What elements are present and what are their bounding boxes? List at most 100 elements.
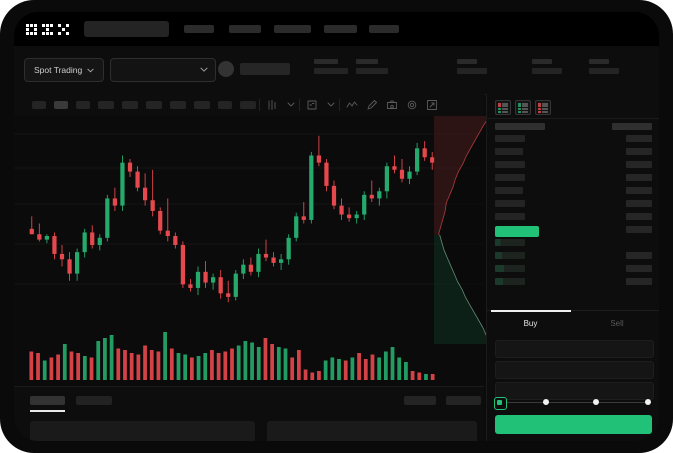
pair-avatar (218, 61, 234, 77)
chart-type-chevron-icon[interactable] (286, 99, 298, 111)
orderbook-bid-row[interactable] (495, 252, 525, 259)
ob-icon-bar (537, 105, 541, 108)
tab-buy[interactable]: Buy (487, 310, 574, 335)
orderbook-ask-row[interactable] (495, 148, 523, 155)
orderbook-size-cell (626, 135, 652, 142)
tab-open-orders[interactable] (30, 396, 65, 405)
logo-cell (26, 24, 30, 28)
logo-cell (46, 28, 50, 32)
timeframe-button-8[interactable] (194, 101, 210, 109)
orderbook-ask-row[interactable] (495, 161, 525, 168)
stat-24h-volume (589, 59, 619, 74)
ob-icon-line (542, 110, 548, 113)
orderbook-bid-row[interactable] (495, 265, 525, 272)
orderbook-ask-row[interactable] (495, 200, 525, 207)
timeframe-button-7[interactable] (170, 101, 186, 109)
tab-order-history[interactable] (76, 396, 112, 405)
tab-sell[interactable]: Sell (574, 311, 659, 335)
percent-slider-handle[interactable] (494, 396, 507, 410)
sell-label: Sell (610, 318, 624, 328)
timeframe-button-2[interactable] (54, 101, 68, 109)
fullscreen-expand-icon[interactable] (426, 99, 438, 111)
orderbook-ask-row[interactable] (495, 135, 525, 142)
order-amount-field[interactable] (495, 361, 654, 379)
order-price-field[interactable] (495, 340, 654, 358)
logo-cell (66, 24, 70, 28)
orderbook-size-cell (626, 187, 652, 194)
order-total-field[interactable] (495, 382, 654, 400)
place-order-button[interactable] (495, 415, 652, 434)
price-chart[interactable] (14, 116, 484, 386)
trading-pair-select[interactable] (110, 58, 216, 82)
spot-trading-selector[interactable]: Spot Trading (24, 58, 105, 82)
percent-node-66[interactable] (593, 399, 600, 405)
logo-cell (58, 32, 62, 36)
orderbook-view-both-icon[interactable] (495, 100, 511, 115)
orderbook-view-bids-icon[interactable] (515, 100, 531, 115)
nav-item-5[interactable] (369, 25, 399, 33)
orderbook-size-cell (626, 213, 652, 220)
order-book-depth-chart (434, 116, 490, 344)
orderbook-bid-row[interactable] (495, 239, 525, 246)
timeframe-button-4[interactable] (98, 101, 114, 109)
bottom-action-1[interactable] (404, 396, 436, 405)
orderbook-ask-row[interactable] (495, 213, 525, 220)
ob-icon-bar (517, 110, 521, 113)
order-book-panel: Buy Sell (486, 94, 659, 441)
snapshot-camera-icon[interactable] (386, 99, 398, 111)
chart-settings-gear-icon[interactable] (406, 99, 418, 111)
top-navigation-bar (14, 12, 659, 46)
bottom-action-2[interactable] (446, 396, 481, 405)
logo-cell (66, 32, 70, 36)
stat-24h-high (457, 59, 487, 74)
logo-cell (58, 24, 62, 28)
orderbook-view-asks-icon[interactable] (535, 100, 551, 115)
logo-cell (50, 24, 54, 28)
stat-24h-low-value (532, 68, 562, 74)
percent-slider-track[interactable] (496, 402, 651, 403)
nav-item-3[interactable] (274, 25, 311, 33)
nav-item-1[interactable] (184, 25, 214, 33)
ob-icon-bar (497, 110, 501, 113)
timeframe-button-1[interactable] (32, 101, 46, 109)
ob-icon-bar (517, 107, 521, 110)
logo-cell (34, 24, 38, 28)
draw-pencil-icon[interactable] (366, 99, 378, 111)
nav-item-2[interactable] (229, 25, 261, 33)
indicators-chevron-icon[interactable] (326, 99, 338, 111)
line-chart-icon[interactable] (346, 99, 358, 111)
ob-icon-bar (537, 110, 541, 113)
orderbook-bid-row[interactable] (495, 278, 525, 285)
active-tab-indicator (30, 410, 65, 412)
stat-24h-change-value (356, 68, 388, 74)
timeframe-button-3[interactable] (76, 101, 90, 109)
timeframe-button-10[interactable] (240, 101, 256, 109)
percent-node-100[interactable] (645, 399, 651, 405)
logo-cell (34, 32, 38, 36)
ob-icon-line (542, 105, 548, 108)
search-input[interactable] (84, 21, 169, 37)
candlestick-chart-icon[interactable] (266, 99, 278, 111)
stat-24h-volume-value (589, 68, 619, 74)
ob-icon-line (522, 110, 528, 113)
orderbook-ask-row[interactable] (495, 174, 525, 181)
timeframe-button-5[interactable] (122, 101, 138, 109)
logo-cell (34, 28, 38, 32)
timeframe-button-6[interactable] (146, 101, 162, 109)
orderbook-size-cell (626, 226, 652, 233)
ob-icon-bar (517, 105, 521, 108)
logo-cell (42, 24, 46, 28)
orderbook-ask-row[interactable] (495, 187, 523, 194)
stat-24h-high-value (457, 68, 487, 74)
okx-logo-icon[interactable] (26, 23, 70, 36)
timeframe-button-9[interactable] (218, 101, 232, 109)
pair-name-placeholder (240, 63, 290, 75)
indicators-icon[interactable] (306, 99, 318, 111)
logo-cell (50, 32, 54, 36)
stat-24h-change-label (356, 59, 378, 64)
ob-icon-bar (517, 102, 521, 105)
spot-trading-label: Spot Trading (34, 65, 83, 75)
percent-node-33[interactable] (543, 399, 550, 405)
nav-item-4[interactable] (324, 25, 357, 33)
stat-24h-change (356, 59, 388, 74)
